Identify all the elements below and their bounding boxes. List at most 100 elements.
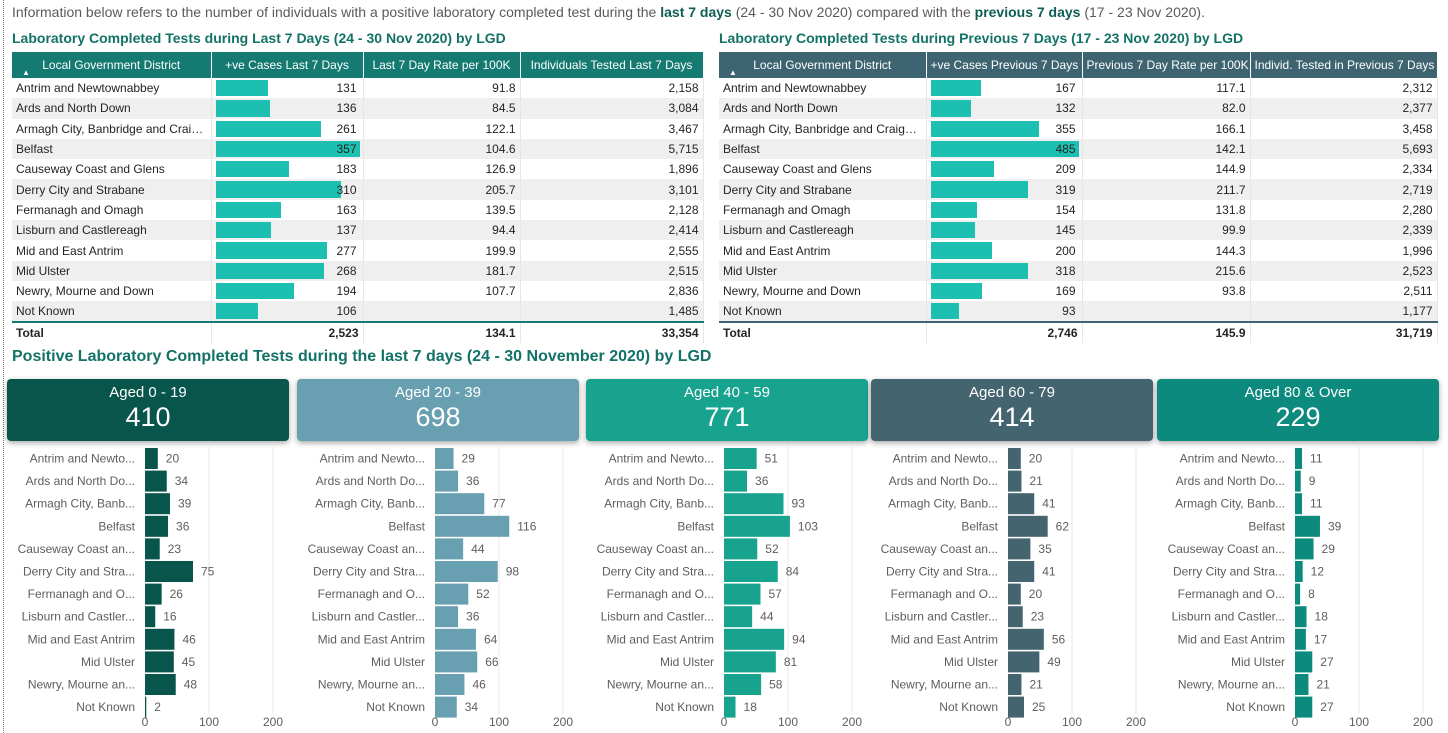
table-row[interactable]: Belfast 485 142.1 5,693 (719, 138, 1438, 160)
column-header-2[interactable]: Previous 7 Day Rate per 100K (1082, 52, 1251, 78)
bar[interactable] (1008, 515, 1048, 537)
bar[interactable] (1295, 628, 1306, 650)
bar[interactable] (1008, 583, 1021, 605)
bar[interactable] (145, 674, 176, 695)
bar[interactable] (435, 538, 464, 560)
bar[interactable] (1008, 538, 1031, 560)
bar[interactable] (145, 628, 175, 650)
bar[interactable] (1295, 448, 1303, 469)
bar[interactable] (724, 448, 757, 469)
bar[interactable] (1008, 561, 1035, 582)
bar[interactable] (435, 448, 454, 469)
table-row[interactable]: Lisburn and Castlereagh 137 94.4 2,414 (12, 220, 704, 241)
table-row[interactable]: Not Known 106 1,485 (12, 301, 704, 322)
bar[interactable] (435, 515, 510, 537)
table-row[interactable]: Armagh City, Banbridge and Craigavon 261 1… (12, 118, 704, 139)
table-row[interactable]: Derry City and Strabane 319 211.7 2,719 (719, 179, 1438, 200)
table-row[interactable]: Mid Ulster 318 215.6 2,523 (719, 260, 1438, 281)
bar[interactable] (724, 583, 761, 605)
table-row[interactable]: Belfast 357 104.6 5,715 (12, 138, 704, 160)
column-header-2[interactable]: Last 7 Day Rate per 100K (363, 52, 521, 78)
column-header-1[interactable]: +ve Cases Previous 7 Days (926, 52, 1083, 78)
bar[interactable] (435, 493, 485, 515)
bar[interactable] (1008, 628, 1044, 650)
bar[interactable] (145, 696, 147, 718)
bar[interactable] (1295, 561, 1303, 582)
cases-cell: 131 (211, 78, 364, 99)
bar[interactable] (145, 651, 174, 673)
bar[interactable] (724, 628, 785, 650)
bar[interactable] (1295, 606, 1307, 628)
bar[interactable] (435, 606, 459, 628)
bar[interactable] (724, 561, 778, 582)
table-row[interactable]: Causeway Coast and Glens 209 144.9 2,334 (719, 159, 1438, 180)
bar[interactable] (724, 606, 753, 628)
bar[interactable] (435, 628, 476, 650)
bar[interactable] (1295, 515, 1320, 537)
bar[interactable] (145, 561, 193, 582)
table-row[interactable]: Mid Ulster 268 181.7 2,515 (12, 260, 704, 281)
bar[interactable] (1008, 493, 1035, 515)
bar[interactable] (435, 583, 469, 605)
table-row[interactable]: Causeway Coast and Glens 183 126.9 1,896 (12, 159, 704, 180)
bar[interactable] (724, 674, 762, 695)
lgd-cell: Ards and North Down (12, 98, 212, 119)
category-label: Ards and North Do... (316, 474, 425, 488)
sort-ascending-icon[interactable]: ▲ (22, 68, 30, 77)
bar[interactable] (724, 651, 776, 673)
bar[interactable] (435, 651, 478, 673)
table-row[interactable]: Mid and East Antrim 277 199.9 2,555 (12, 240, 704, 261)
table-row[interactable]: Newry, Mourne and Down 169 93.8 2,511 (719, 280, 1438, 302)
bar[interactable] (1295, 696, 1313, 718)
table-row[interactable]: Fermanagh and Omagh 154 131.8 2,280 (719, 199, 1438, 221)
bar[interactable] (145, 493, 170, 515)
column-header-0[interactable]: Local Government District ▲ (719, 52, 927, 78)
bar[interactable] (724, 493, 784, 515)
bar[interactable] (724, 515, 790, 537)
bar[interactable] (1008, 674, 1022, 695)
bar[interactable] (1295, 583, 1301, 605)
table-row[interactable]: Lisburn and Castlereagh 145 99.9 2,339 (719, 220, 1438, 241)
table-row[interactable]: Mid and East Antrim 200 144.3 1,996 (719, 240, 1438, 261)
table-row[interactable]: Ards and North Down 132 82.0 2,377 (719, 98, 1438, 119)
bar[interactable] (145, 448, 158, 469)
bar[interactable] (145, 470, 167, 492)
cases-data-bar (930, 80, 982, 97)
bar[interactable] (724, 538, 758, 560)
bar[interactable] (435, 470, 459, 492)
bar[interactable] (1008, 696, 1024, 718)
column-header-1[interactable]: +ve Cases Last 7 Days (211, 52, 364, 78)
table-row[interactable]: Not Known 93 1,177 (719, 301, 1438, 322)
table-row[interactable]: Newry, Mourne and Down 194 107.7 2,836 (12, 280, 704, 302)
table-row[interactable]: Ards and North Down 136 84.5 3,084 (12, 98, 704, 119)
bar[interactable] (1295, 674, 1309, 695)
bar[interactable] (145, 515, 169, 537)
bar[interactable] (1008, 470, 1022, 492)
column-header-3[interactable]: Individuals Tested Last 7 Days (520, 52, 704, 78)
sort-ascending-icon[interactable]: ▲ (729, 68, 737, 77)
data-label: 81 (784, 655, 798, 669)
bar[interactable] (724, 696, 736, 718)
bar[interactable] (1008, 448, 1021, 469)
column-header-0[interactable]: Local Government District ▲ (12, 52, 212, 78)
bar[interactable] (435, 696, 457, 718)
bar[interactable] (724, 470, 748, 492)
data-label: 64 (484, 632, 498, 646)
bar[interactable] (1295, 538, 1314, 560)
table-row[interactable]: Armagh City, Banbridge and Craigavon 355 1… (719, 118, 1438, 139)
bar[interactable] (1295, 493, 1303, 515)
bar[interactable] (1008, 651, 1040, 673)
bar[interactable] (1295, 651, 1313, 673)
table-row[interactable]: Antrim and Newtownabbey 131 91.8 2,158 (12, 78, 704, 99)
bar[interactable] (435, 674, 465, 695)
bar[interactable] (145, 538, 160, 560)
bar[interactable] (1008, 606, 1023, 628)
bar[interactable] (435, 561, 498, 582)
bar[interactable] (145, 583, 162, 605)
column-header-3[interactable]: Individ. Tested in Previous 7 Days (1250, 52, 1438, 78)
table-row[interactable]: Derry City and Strabane 310 205.7 3,101 (12, 179, 704, 200)
bar[interactable] (1295, 470, 1301, 492)
bar[interactable] (145, 606, 156, 628)
table-row[interactable]: Antrim and Newtownabbey 167 117.1 2,312 (719, 78, 1438, 99)
table-row[interactable]: Fermanagh and Omagh 163 139.5 2,128 (12, 199, 704, 221)
